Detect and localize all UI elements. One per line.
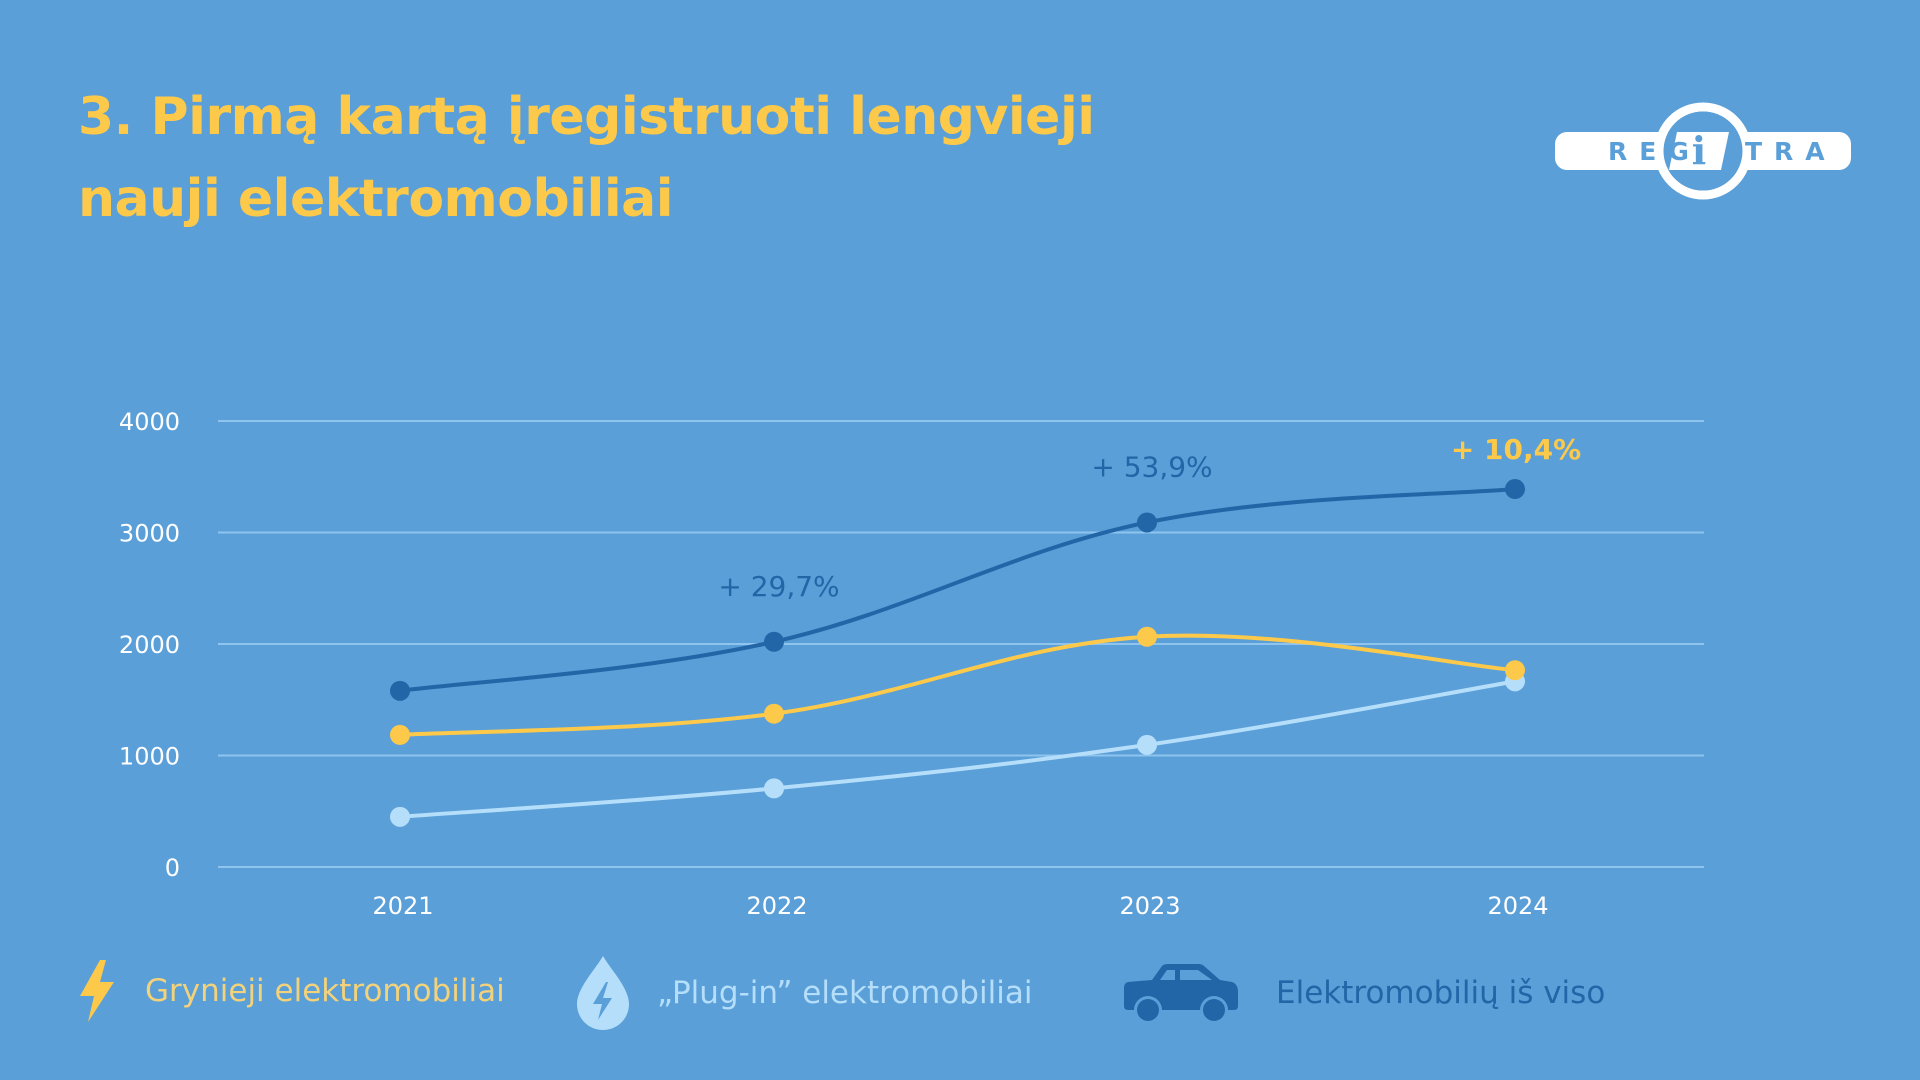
lightning-icon	[80, 960, 114, 1022]
series-lines	[398, 487, 1517, 819]
x-axis-ticks: 2021 2022 2023 2024	[372, 892, 1548, 920]
y-axis-ticks: 0 1000 2000 3000 4000	[119, 408, 180, 882]
data-point-pure-ev	[1137, 626, 1157, 647]
data-point-total	[390, 680, 410, 701]
legend-item-pure-ev: Grynieji elektromobiliai	[76, 958, 505, 1024]
data-point-pure-ev	[1505, 660, 1525, 681]
logo-parallelogram	[1669, 132, 1729, 170]
data-point-pure-ev	[390, 724, 410, 745]
logo-text-left: REG	[1608, 137, 1701, 166]
y-tick-label: 4000	[119, 408, 180, 436]
y-tick-label: 2000	[119, 631, 180, 659]
x-tick-label: 2021	[372, 892, 433, 920]
data-point-total	[1505, 479, 1525, 500]
title-line-1: 3. Pirmą kartą įregistruoti lengvieji	[78, 87, 1095, 147]
annotations: + 29,7% + 53,9% + 10,4%	[718, 433, 1581, 603]
legend-label-pure-ev: Grynieji elektromobiliai	[145, 973, 505, 1009]
logo-ring	[1654, 102, 1752, 200]
data-point-pure-ev	[764, 703, 784, 724]
series-points	[390, 479, 1525, 827]
grid-lines	[218, 420, 1704, 868]
data-point-plugin	[390, 806, 410, 827]
x-tick-label: 2023	[1119, 892, 1180, 920]
x-tick-label: 2022	[746, 892, 807, 920]
annotation-label: + 29,7%	[718, 570, 839, 603]
logo-text-right: TRA	[1745, 137, 1837, 166]
registra-logo: REG i TRA	[1555, 102, 1851, 200]
page-title: 3. Pirmą kartą įregistruoti lengvieji na…	[78, 76, 1278, 240]
annotation-label: + 53,9%	[1091, 450, 1212, 483]
series-line-pure-ev	[398, 633, 1517, 737]
y-tick-label: 0	[165, 854, 180, 882]
legend-item-total: Elektromobilių iš viso	[1122, 962, 1605, 1024]
y-tick-label: 3000	[119, 520, 180, 548]
data-point-total	[1137, 512, 1157, 533]
car-icon	[1124, 964, 1238, 1024]
logo-text-mid: i	[1692, 128, 1706, 173]
data-point-total	[764, 631, 784, 652]
legend-item-plugin: „Plug-in” elektromobiliai	[575, 954, 1032, 1032]
series-line-plugin	[398, 679, 1517, 819]
legend-label-plugin: „Plug-in” elektromobiliai	[657, 975, 1033, 1011]
annotation-label: + 10,4%	[1451, 433, 1581, 466]
data-point-plugin	[1137, 734, 1157, 755]
series-line-total	[398, 487, 1517, 693]
x-tick-label: 2024	[1487, 892, 1548, 920]
y-tick-label: 1000	[119, 743, 180, 771]
title-line-2: nauji elektromobiliai	[78, 169, 674, 229]
drop-lightning-icon	[577, 956, 629, 1030]
data-point-plugin	[764, 778, 784, 799]
legend-label-total: Elektromobilių iš viso	[1276, 975, 1606, 1011]
